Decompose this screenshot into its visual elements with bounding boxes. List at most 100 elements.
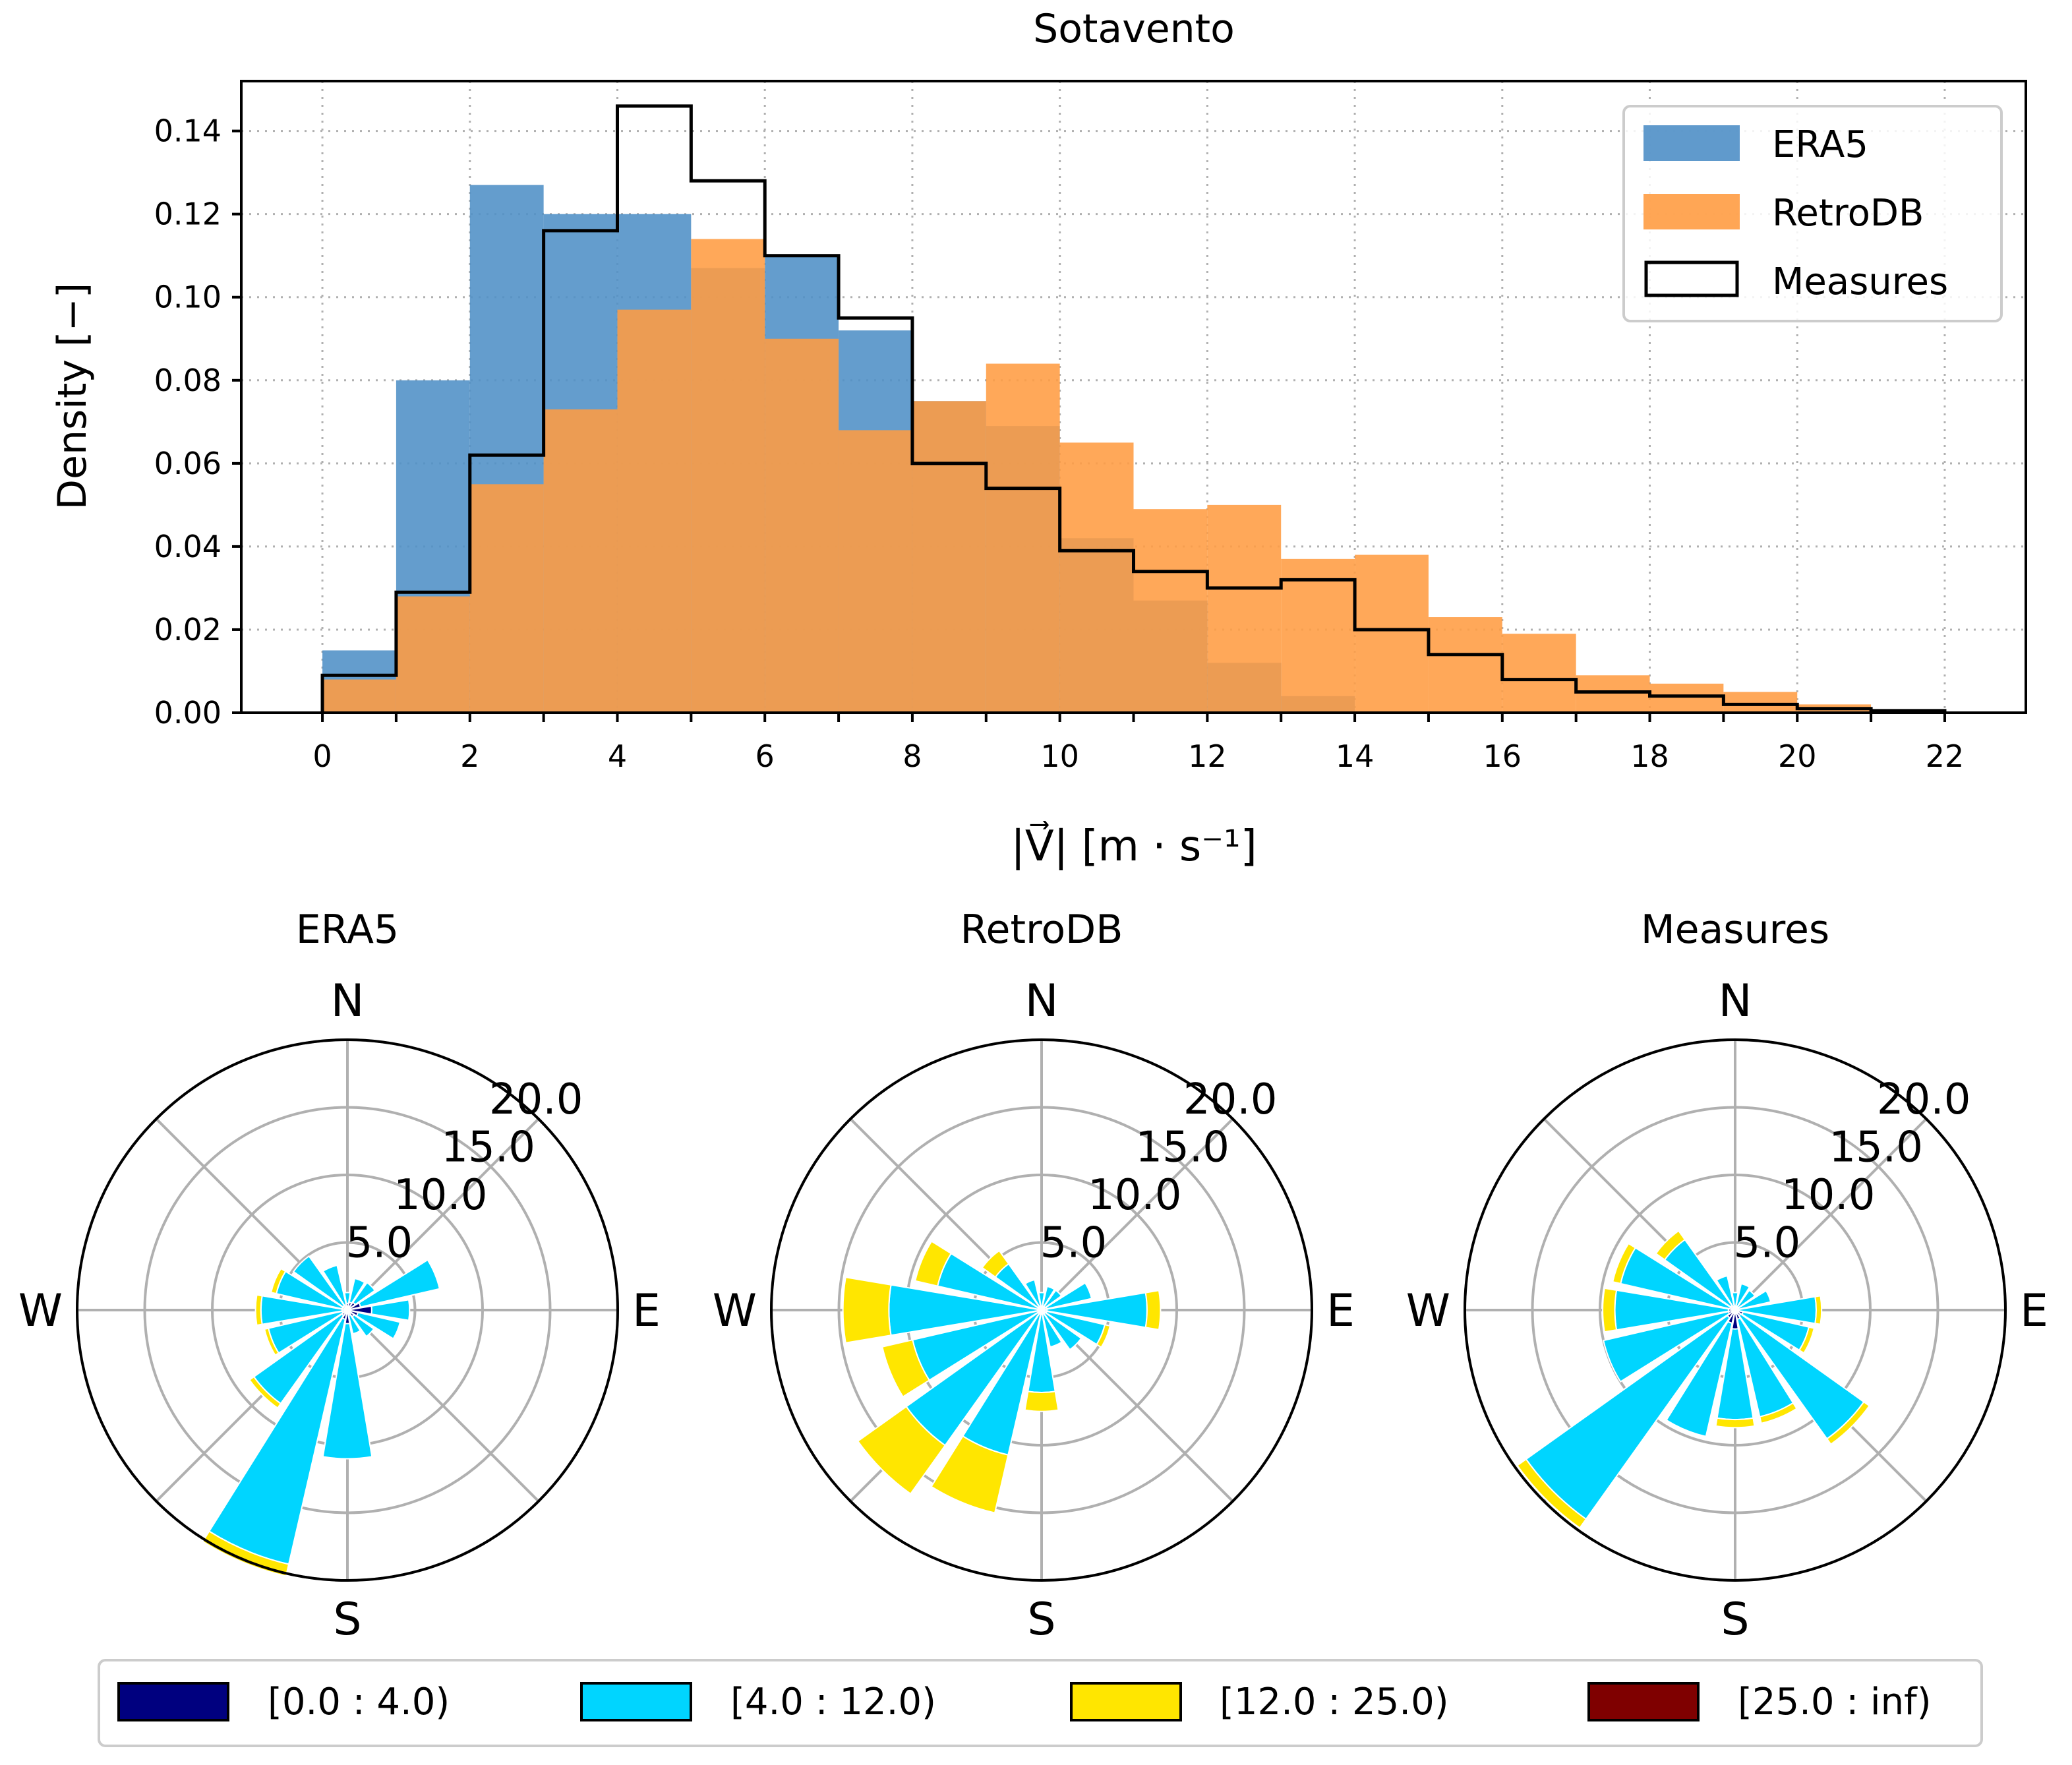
compass-label-n: N (1025, 975, 1059, 1027)
windrose-bar-segment (1612, 1242, 1637, 1285)
radial-tick-labels: 5.010.015.020.0 (1040, 1075, 1277, 1267)
x-tick-label: 6 (755, 738, 775, 774)
y-tick-label: 0.04 (154, 529, 222, 564)
windrose-bar-segment (1715, 1417, 1756, 1429)
x-tick-label: 2 (460, 738, 479, 774)
x-tick-label: 8 (903, 738, 922, 774)
x-tick-label: 4 (608, 738, 627, 774)
retrodb-bar (765, 338, 839, 713)
legend-swatch-bin-3 (1587, 1682, 1700, 1721)
retrodb-bars (322, 239, 1872, 713)
windrose-bar-segment (1516, 1458, 1587, 1529)
legend-swatch-bin-0 (117, 1682, 229, 1721)
windrose-retrodb: RetroDB 5.010.015.020.0 N E S W (713, 907, 1355, 1646)
y-tick-label: 0.08 (154, 363, 222, 398)
radial-tick-label: 5.0 (345, 1219, 413, 1268)
retrodb-bar (1281, 558, 1355, 713)
windrose-bars (842, 1240, 1162, 1514)
windrose-bar-segment (1798, 1326, 1816, 1354)
windrose-bar-segment (355, 1311, 401, 1340)
radial-tick-label: 20.0 (1877, 1075, 1971, 1124)
compass-label-s: S (1027, 1594, 1055, 1646)
x-axis-label: |V⃗| [m · s⁻¹] (1011, 820, 1257, 871)
x-tick-label: 22 (1926, 738, 1965, 774)
retrodb-bar (1207, 504, 1282, 713)
x-tick-label: 20 (1778, 738, 1817, 774)
windrose-bar-segment (1825, 1400, 1871, 1446)
compass-label-e: E (2020, 1285, 2048, 1337)
legend-label-measures: Measures (1772, 260, 1948, 303)
y-tick-label: 0.14 (154, 113, 222, 149)
windrose-bar-segment (1735, 1282, 1751, 1308)
measures-step-line (320, 104, 1947, 713)
windrose-bar-segment (270, 1267, 287, 1295)
windrose-legend: [0.0 : 4.0) [4.0 : 12.0) [12.0 : 25.0) [… (98, 1659, 1983, 1747)
x-tick-label: 10 (1040, 738, 1079, 774)
retrodb-bar (1428, 617, 1502, 713)
radial-tick-label: 10.0 (1781, 1171, 1876, 1220)
radial-tick-labels: 5.010.015.020.0 (345, 1075, 583, 1267)
windrose-bar-segment (1042, 1312, 1063, 1348)
compass-label-n: N (1719, 975, 1752, 1027)
windrose-bar-segment (856, 1406, 946, 1495)
legend-label-retrodb: RetroDB (1772, 192, 1924, 235)
legend-swatch-era5 (1643, 125, 1740, 161)
windrose-bar-segment (1045, 1282, 1093, 1310)
windrose-bar-segment (842, 1276, 892, 1344)
compass-label-s: S (333, 1594, 361, 1646)
compass-label-w: W (1406, 1285, 1450, 1337)
compass-label-w: W (713, 1285, 757, 1337)
windrose-bar-segment (347, 1313, 361, 1335)
windrose-bar-segment (1737, 1290, 1772, 1310)
windrose-era5: ERA5 5.010.015.020.0 N E S W (18, 907, 661, 1646)
retrodb-bar (1059, 442, 1134, 713)
legend-swatch-retrodb (1643, 194, 1740, 229)
windrose-bar-segment (254, 1294, 263, 1327)
retrodb-bar (1723, 692, 1798, 713)
radial-tick-label: 10.0 (1088, 1171, 1182, 1220)
windrose-bar-segment (1024, 1391, 1059, 1412)
windrose-bar-segment (322, 1264, 347, 1307)
windrose-bar-segment (1715, 1274, 1735, 1308)
x-tick-label: 18 (1630, 738, 1669, 774)
windrose-legend-frame (98, 1659, 1983, 1747)
radial-tick-label: 15.0 (1135, 1123, 1229, 1172)
windrose-title-era5: ERA5 (296, 907, 399, 953)
windrose-bar-segment (1731, 1292, 1739, 1307)
compass-labels: N E S W (18, 975, 661, 1646)
windrose-bar-segment (1042, 1285, 1055, 1308)
windrose-bar-segment (981, 1249, 1010, 1278)
retrodb-bar (396, 596, 470, 713)
retrodb-bar (1355, 554, 1429, 713)
retrodb-bar (1502, 634, 1576, 713)
windrose-bar-segment (881, 1338, 931, 1398)
radial-tick-label: 20.0 (489, 1075, 583, 1124)
retrodb-bar (322, 679, 396, 713)
retrodb-bar (986, 363, 1060, 713)
legend-swatch-bin-2 (1070, 1682, 1182, 1721)
windrose-bar-segment (914, 1240, 953, 1287)
retrodb-bar (543, 409, 618, 713)
compass-label-s: S (1721, 1594, 1749, 1646)
radial-tick-label: 15.0 (441, 1123, 535, 1172)
compass-labels: N E S W (1406, 975, 2048, 1646)
compass-label-n: N (331, 975, 365, 1027)
windrose-bar-segment (1043, 1289, 1063, 1309)
histogram-panel: Sotavento 0 2 4 6 8 10 12 14 16 18 20 22 0.000.020.… (49, 6, 2027, 871)
windrose-bar-segment (1759, 1402, 1798, 1424)
windrose-bar-segment (351, 1313, 375, 1338)
radial-tick-label: 15.0 (1829, 1123, 1923, 1172)
windrose-outer-circle (1464, 1038, 2007, 1582)
radial-tick-label: 5.0 (1733, 1219, 1800, 1268)
x-tick-label: 16 (1483, 738, 1522, 774)
windrose-measures: Measures 5.010.015.020.0 N E S W (1406, 907, 2048, 1646)
windrose-bar-segment (1144, 1290, 1162, 1331)
y-tick-label: 0.00 (154, 695, 222, 731)
y-tick-label: 0.02 (154, 612, 222, 647)
legend-label-bin-3: [25.0 : inf) (1738, 1681, 1932, 1723)
retrodb-bar (839, 430, 912, 713)
windrose-bar-segment (1814, 1295, 1823, 1325)
y-tick-label: 0.06 (154, 446, 222, 481)
retrodb-bar (617, 309, 692, 713)
